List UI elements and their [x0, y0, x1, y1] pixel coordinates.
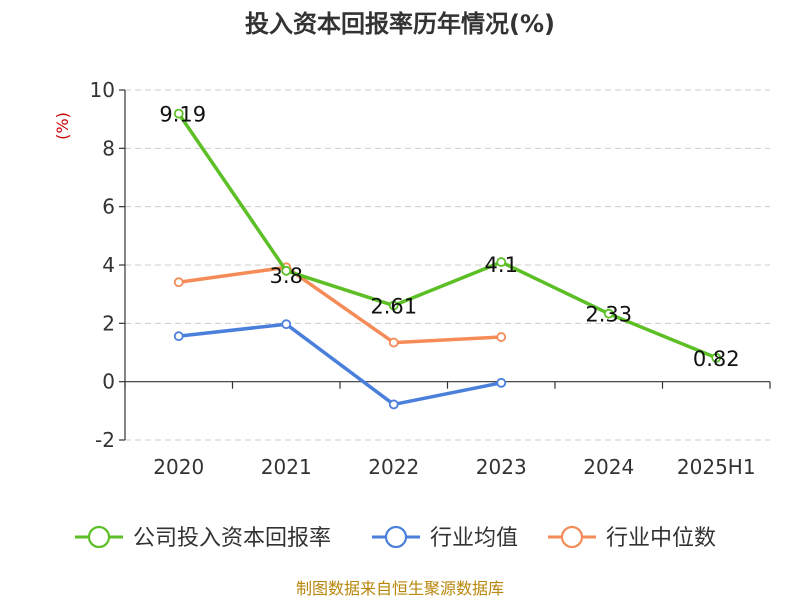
data-point	[388, 300, 399, 311]
series-lines	[173, 108, 722, 410]
series-line	[177, 112, 717, 360]
y-tick-label: -2	[95, 428, 115, 452]
y-tick-label: 0	[102, 370, 115, 394]
data-labels: 9.19 3.8 2.61 4.1 2.33 0.82	[159, 103, 739, 371]
data-point	[173, 277, 184, 288]
y-tick-label: 4	[102, 253, 115, 277]
chart-title: 投入资本回报率历年情况(%)	[245, 10, 555, 38]
x-tick-label: 2023	[476, 455, 527, 479]
legend-swatch-marker	[87, 525, 111, 549]
y-axis-unit: (%)	[53, 112, 72, 140]
data-label: 3.8	[270, 264, 303, 288]
data-label: 9.19	[159, 103, 206, 127]
data-label: 4.1	[485, 253, 518, 277]
grid-lines	[125, 89, 770, 441]
data-label: 0.82	[693, 347, 740, 371]
x-tick-label: 2024	[583, 455, 634, 479]
y-tick-label: 6	[102, 195, 115, 219]
x-tick-label: 2022	[368, 455, 419, 479]
data-point	[388, 399, 399, 410]
axes	[119, 89, 771, 441]
data-label: 2.61	[370, 295, 417, 319]
legend: 公司投入资本回报率 行业均值 行业中位数	[75, 525, 716, 551]
data-point	[496, 257, 507, 267]
series-line	[178, 322, 502, 407]
y-tick-label: 8	[102, 136, 115, 160]
data-point	[496, 377, 507, 388]
x-tick-label: 2020	[153, 455, 204, 479]
data-point	[173, 331, 184, 342]
y-tick-labels: -2 0 2 4 6 8 10	[90, 78, 115, 452]
data-point	[603, 308, 614, 319]
data-label: 2.33	[585, 303, 632, 327]
data-point	[173, 108, 184, 119]
x-tick-labels: 2020 2021 2022 2023 2024 2025H1	[153, 455, 755, 479]
source-note: 制图数据来自恒生聚源数据库	[296, 579, 504, 598]
legend-swatch-marker	[560, 525, 584, 549]
legend-swatch-marker	[384, 525, 408, 549]
x-tick-label: 2025H1	[677, 455, 756, 479]
legend-label: 行业均值	[430, 526, 518, 551]
legend-label: 公司投入资本回报率	[133, 526, 331, 551]
data-point	[711, 352, 722, 363]
y-tick-label: 2	[102, 311, 115, 335]
y-tick-label: 10	[90, 78, 115, 102]
x-tick-label: 2021	[261, 455, 312, 479]
data-point	[388, 337, 399, 348]
legend-label: 行业中位数	[606, 526, 716, 551]
data-point	[496, 332, 507, 342]
series-line	[178, 265, 502, 345]
data-point	[281, 319, 292, 330]
data-point	[281, 265, 292, 276]
